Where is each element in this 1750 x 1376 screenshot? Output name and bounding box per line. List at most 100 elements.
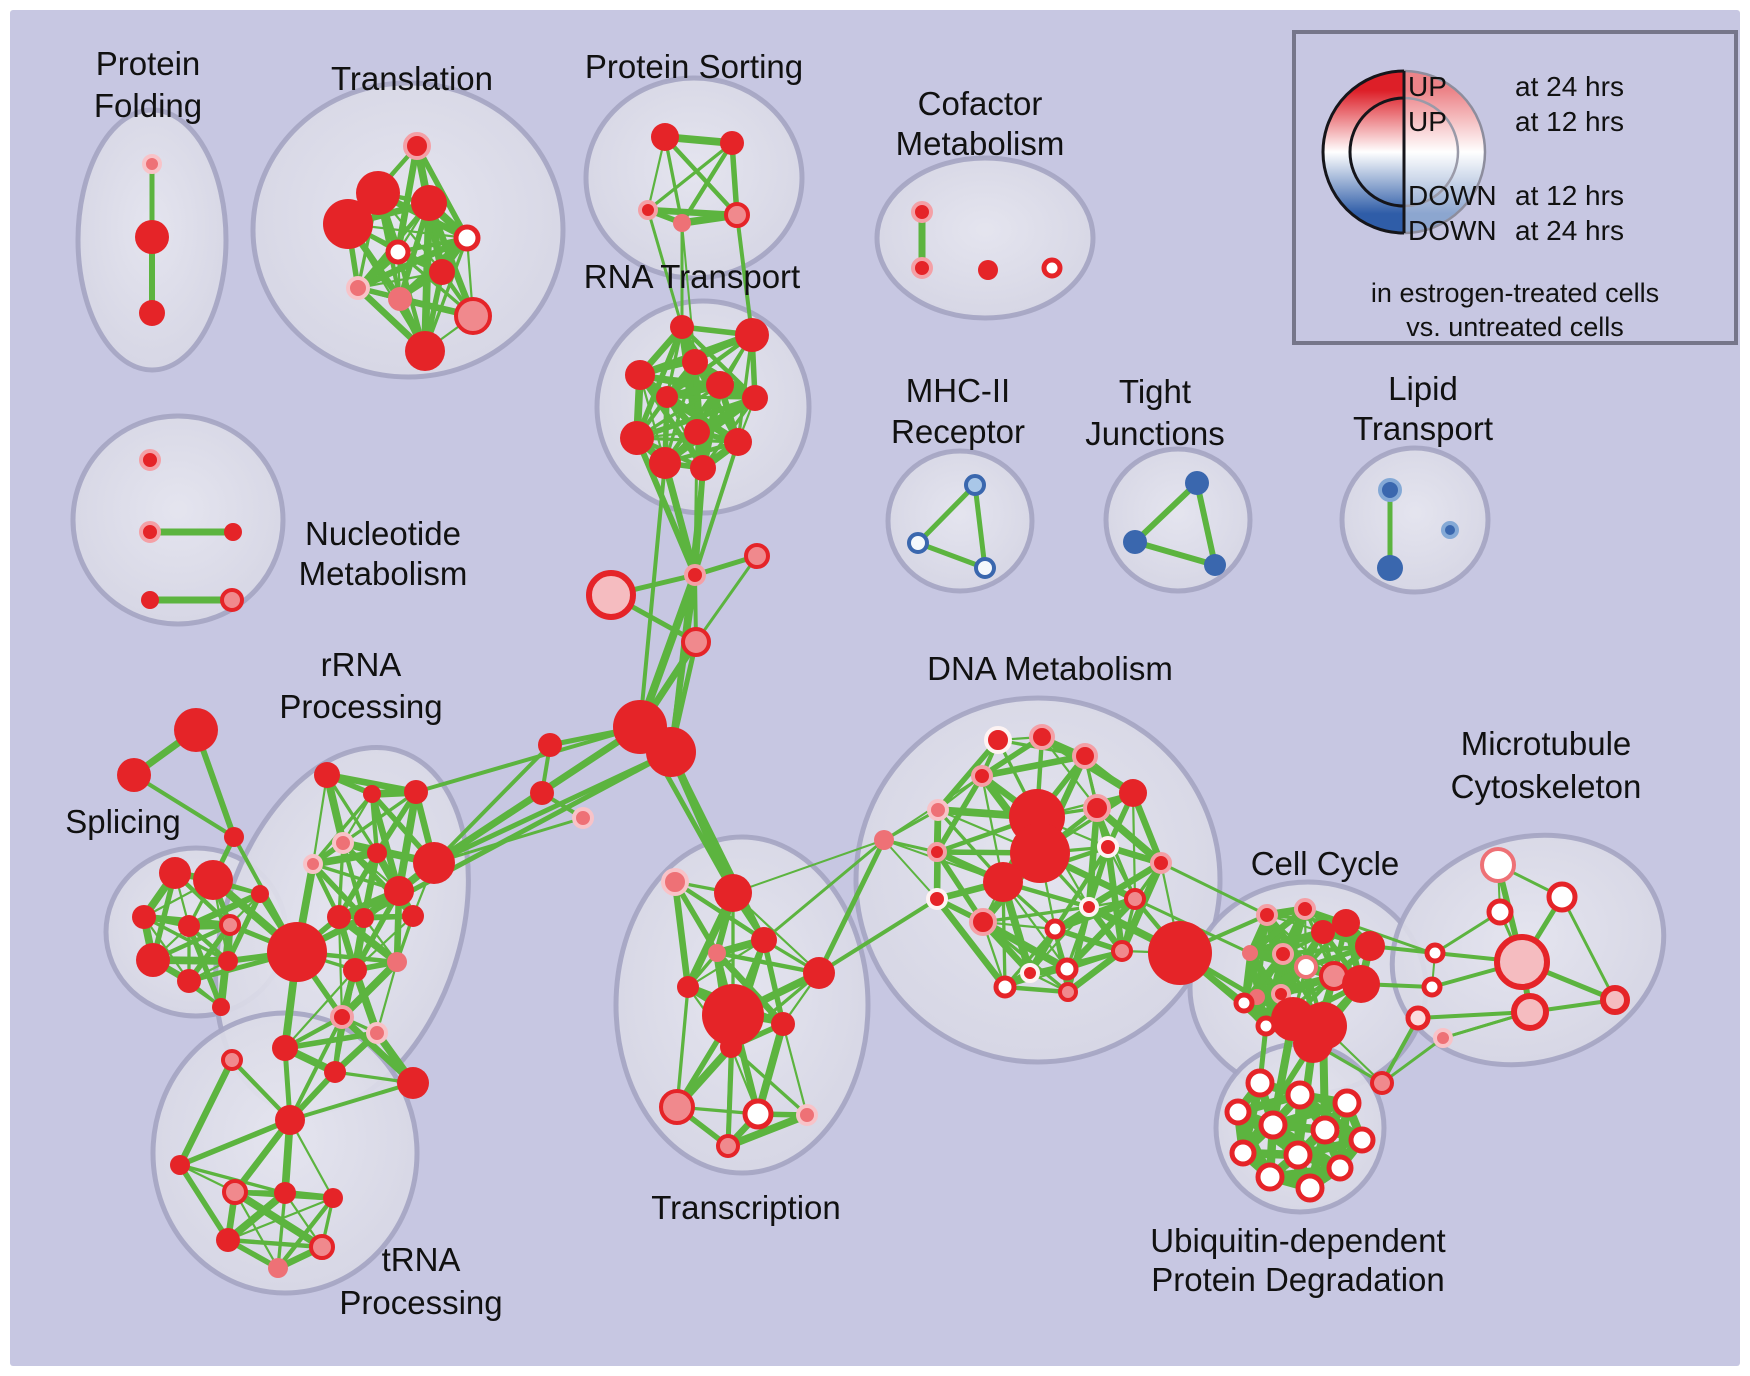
gene-node[interactable]: [174, 708, 218, 752]
gene-node[interactable]: [724, 202, 750, 228]
gene-node[interactable]: [1494, 934, 1550, 990]
gene-node[interactable]: [625, 360, 655, 390]
gene-node[interactable]: [219, 914, 241, 936]
gene-node[interactable]: [367, 843, 387, 863]
gene-node[interactable]: [346, 276, 370, 300]
gene-node[interactable]: [212, 998, 230, 1016]
gene-node[interactable]: [193, 860, 233, 900]
gene-node[interactable]: [411, 185, 447, 221]
gene-node[interactable]: [978, 260, 998, 280]
gene-node[interactable]: [708, 944, 726, 962]
gene-node[interactable]: [1348, 1126, 1376, 1154]
gene-node[interactable]: [677, 976, 699, 998]
gene-node[interactable]: [673, 214, 691, 232]
gene-node[interactable]: [1058, 982, 1078, 1002]
gene-node[interactable]: [1424, 942, 1446, 964]
gene-node[interactable]: [1378, 478, 1402, 502]
gene-node[interactable]: [538, 733, 562, 757]
gene-node[interactable]: [620, 421, 654, 455]
gene-node[interactable]: [716, 1134, 740, 1158]
gene-node[interactable]: [366, 1022, 388, 1044]
gene-node[interactable]: [1233, 992, 1255, 1014]
gene-node[interactable]: [702, 984, 764, 1046]
gene-node[interactable]: [159, 857, 191, 889]
gene-node[interactable]: [117, 758, 151, 792]
gene-node[interactable]: [984, 726, 1012, 754]
gene-node[interactable]: [969, 908, 997, 936]
gene-node[interactable]: [139, 449, 161, 471]
gene-node[interactable]: [1272, 943, 1294, 965]
gene-node[interactable]: [327, 905, 351, 929]
gene-node[interactable]: [1258, 1110, 1288, 1140]
gene-node[interactable]: [323, 199, 373, 249]
gene-node[interactable]: [429, 259, 455, 285]
gene-node[interactable]: [1111, 940, 1133, 962]
gene-node[interactable]: [356, 171, 400, 215]
gene-node[interactable]: [324, 1061, 346, 1083]
gene-node[interactable]: [1242, 945, 1258, 961]
gene-node[interactable]: [1293, 1023, 1333, 1063]
gene-node[interactable]: [1041, 257, 1063, 279]
gene-node[interactable]: [1311, 920, 1335, 944]
gene-node[interactable]: [216, 1228, 240, 1252]
gene-node[interactable]: [1055, 957, 1079, 981]
gene-node[interactable]: [735, 318, 769, 352]
gene-node[interactable]: [1255, 1162, 1285, 1192]
gene-node[interactable]: [724, 428, 752, 456]
gene-node[interactable]: [1285, 1080, 1315, 1110]
gene-node[interactable]: [742, 385, 768, 411]
gene-node[interactable]: [530, 781, 554, 805]
gene-node[interactable]: [971, 765, 993, 787]
gene-node[interactable]: [1332, 1088, 1362, 1118]
gene-node[interactable]: [251, 885, 269, 903]
gene-node[interactable]: [1148, 921, 1212, 985]
gene-node[interactable]: [1029, 724, 1055, 750]
gene-node[interactable]: [1123, 530, 1147, 554]
gene-node[interactable]: [803, 957, 835, 989]
gene-node[interactable]: [354, 908, 374, 928]
gene-node[interactable]: [638, 200, 658, 220]
gene-node[interactable]: [720, 1036, 742, 1058]
gene-node[interactable]: [927, 842, 947, 862]
gene-node[interactable]: [1480, 847, 1516, 883]
gene-node[interactable]: [744, 543, 770, 569]
gene-node[interactable]: [274, 1182, 296, 1204]
gene-node[interactable]: [714, 874, 752, 912]
gene-node[interactable]: [646, 727, 696, 777]
gene-node[interactable]: [363, 785, 381, 803]
gene-node[interactable]: [141, 591, 159, 609]
gene-node[interactable]: [218, 951, 238, 971]
gene-node[interactable]: [136, 943, 170, 977]
gene-node[interactable]: [681, 627, 711, 657]
gene-node[interactable]: [751, 927, 777, 953]
gene-node[interactable]: [926, 888, 948, 910]
gene-node[interactable]: [911, 201, 933, 223]
gene-node[interactable]: [1204, 554, 1226, 576]
gene-node[interactable]: [1294, 898, 1316, 920]
gene-node[interactable]: [911, 257, 933, 279]
gene-node[interactable]: [661, 868, 689, 896]
gene-node[interactable]: [1119, 779, 1147, 807]
gene-node[interactable]: [385, 239, 411, 265]
gene-node[interactable]: [706, 371, 734, 399]
gene-node[interactable]: [1433, 1028, 1453, 1048]
gene-node[interactable]: [323, 1188, 343, 1208]
gene-node[interactable]: [927, 799, 949, 821]
gene-node[interactable]: [682, 349, 708, 375]
gene-node[interactable]: [139, 300, 165, 326]
gene-node[interactable]: [139, 521, 161, 543]
gene-node[interactable]: [1332, 909, 1360, 937]
gene-node[interactable]: [267, 922, 327, 982]
gene-node[interactable]: [224, 523, 242, 541]
gene-node[interactable]: [1511, 993, 1549, 1031]
gene-node[interactable]: [384, 876, 414, 906]
gene-node[interactable]: [1097, 836, 1119, 858]
gene-node[interactable]: [220, 588, 244, 612]
gene-node[interactable]: [1020, 963, 1040, 983]
gene-node[interactable]: [1229, 1139, 1257, 1167]
gene-node[interactable]: [1283, 1140, 1313, 1170]
gene-node[interactable]: [1150, 852, 1172, 874]
gene-node[interactable]: [1355, 931, 1385, 961]
gene-node[interactable]: [1295, 1173, 1325, 1203]
gene-node[interactable]: [404, 780, 428, 804]
